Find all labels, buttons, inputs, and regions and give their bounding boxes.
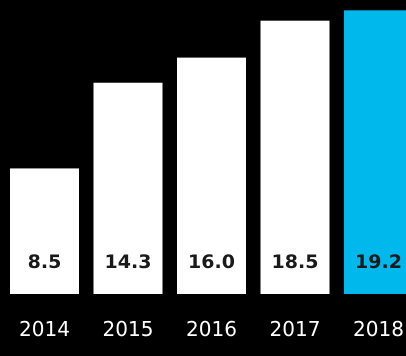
category-label-2018: 2018 (353, 317, 404, 341)
bars-layer (10, 10, 406, 295)
category-labels-layer: 2014 2015 2016 2017 2018 (19, 317, 404, 341)
category-label-2017: 2017 (270, 317, 321, 341)
value-label-2015: 14.3 (105, 251, 152, 273)
category-label-2016: 2016 (186, 317, 237, 341)
value-label-2016: 16.0 (188, 251, 235, 273)
value-label-2017: 18.5 (272, 251, 319, 273)
value-label-2018: 19.2 (355, 251, 402, 273)
bar-2015 (93, 82, 163, 294)
category-label-2015: 2015 (103, 317, 154, 341)
value-labels-layer: 8.5 14.3 16.0 18.5 19.2 (28, 251, 402, 273)
value-label-2014: 8.5 (28, 251, 62, 273)
bar-2016 (177, 57, 246, 295)
category-label-2014: 2014 (19, 317, 70, 341)
bar-2018 (344, 10, 406, 295)
bar-2017 (260, 20, 330, 295)
bar-2014 (10, 168, 79, 294)
